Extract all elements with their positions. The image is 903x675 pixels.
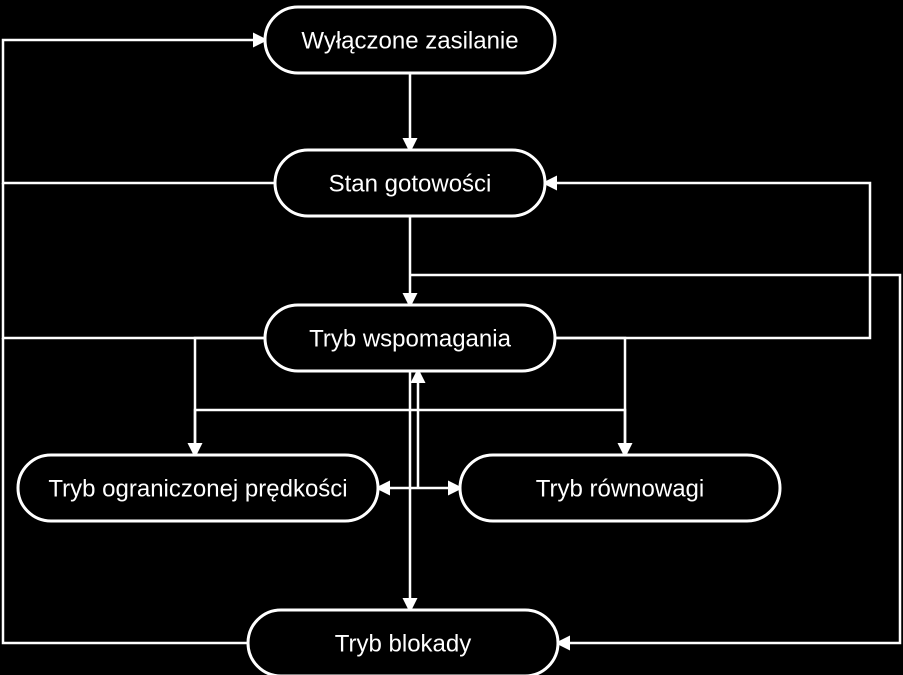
node-assist: Tryb wspomagania — [265, 305, 555, 371]
node-ready: Stan gotowości — [275, 150, 545, 216]
node-power-off: Wyłączone zasilanie — [265, 7, 555, 73]
node-label: Tryb równowagi — [536, 475, 705, 502]
node-label: Tryb ograniczonej prędkości — [48, 475, 347, 502]
node-label: Tryb wspomagania — [309, 325, 512, 352]
node-balance: Tryb równowagi — [460, 455, 780, 521]
node-lock: Tryb blokady — [248, 610, 558, 675]
node-label: Tryb blokady — [335, 630, 472, 657]
node-label: Wyłączone zasilanie — [301, 27, 518, 54]
node-label: Stan gotowości — [329, 170, 492, 197]
node-limited: Tryb ograniczonej prędkości — [18, 455, 378, 521]
flowchart-canvas: Wyłączone zasilanie Stan gotowości Tryb ws… — [0, 0, 903, 675]
